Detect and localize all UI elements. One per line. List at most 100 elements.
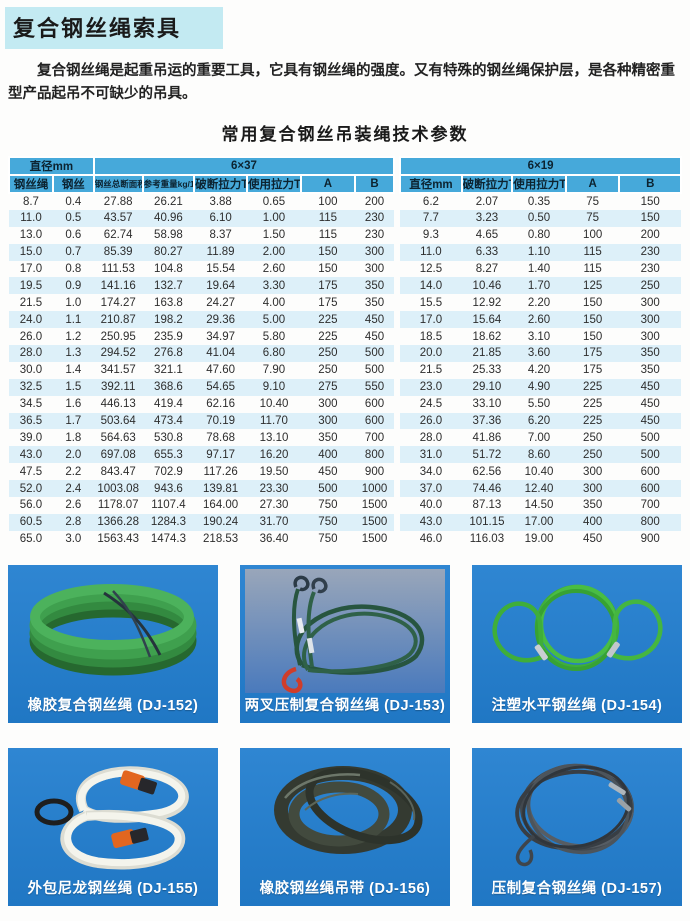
table-cell: 29.10 (472, 381, 502, 394)
table-cell: 198.2 (154, 313, 183, 326)
table-cell: 450 (640, 398, 660, 411)
table-cell: 62.56 (472, 465, 502, 478)
table-cell: 11.0 (20, 212, 42, 225)
table-cell: 200 (364, 195, 385, 208)
table-cell: 19.00 (524, 533, 554, 546)
table-row: 26.0 1.2 250.95 235.9 34.97 5.80 225 450 (9, 328, 394, 345)
table-cell: 15.54 (206, 262, 236, 275)
table-cell: 1.10 (527, 246, 551, 259)
product-caption: 压制复合钢丝绳 (DJ-157) (491, 881, 663, 897)
group-header-diameter: 直径mm (8, 155, 95, 176)
column-header: 钢丝总断面积mm² (92, 173, 144, 194)
table-cell: 190.24 (203, 516, 239, 529)
table-cell: 115 (318, 229, 338, 242)
table-cell: 230 (640, 246, 660, 259)
table-cell: 294.52 (100, 347, 136, 360)
table-cell: 1.7 (65, 414, 82, 427)
table-cell: 34.5 (19, 398, 43, 411)
table-cell: 1.4 (65, 364, 82, 377)
table-cell: 54.65 (206, 381, 236, 394)
column-header: 破断拉力T (193, 173, 249, 194)
table-cell: 12.92 (472, 296, 502, 309)
column-header: 钢丝 (51, 173, 95, 194)
nylon-covered-rope-photo (34, 766, 189, 870)
table-cell: 117.26 (203, 465, 238, 478)
table-cell: 2.20 (527, 296, 551, 309)
column-header: 使用拉力T (511, 173, 567, 194)
column-header: A (564, 173, 621, 194)
table-row: 31.0 51.72 8.60 250 500 (400, 446, 681, 464)
table-cell: 27.88 (103, 195, 133, 208)
table-cell: 0.4 (65, 195, 82, 208)
table-cell: 450 (364, 313, 385, 326)
table-row: 11.0 0.5 43.57 40.96 6.10 1.00 115 230 (9, 209, 395, 227)
table-cell: 87.13 (472, 499, 502, 512)
table-cell: 70.19 (206, 414, 236, 427)
table-cell: 15.5 (419, 296, 443, 309)
table-cell: 43.0 (419, 516, 443, 529)
table-cell: 500 (640, 431, 660, 444)
product-panel-dj153: 两叉压制复合钢丝绳 (DJ-153) (240, 565, 450, 723)
table-cell: 4.00 (262, 296, 286, 309)
table-cell: 0.65 (262, 195, 286, 208)
table-cell: 450 (364, 330, 385, 343)
table-cell: 14.0 (419, 279, 443, 292)
table-cell: 600 (364, 398, 385, 411)
table-cell: 150 (318, 262, 338, 275)
table-cell: 350 (640, 364, 660, 377)
table-row: 7.7 3.23 0.50 75 150 (400, 209, 681, 227)
product-panel-dj155: 外包尼龙钢丝绳 (DJ-155) (8, 748, 218, 906)
product-caption: 橡胶复合钢丝绳 (DJ-152) (27, 698, 199, 714)
table-cell: 175 (318, 279, 338, 292)
table-row: 40.0 87.13 14.50 350 700 (400, 497, 681, 514)
table-cell: 27.30 (259, 499, 289, 512)
table-cell: 0.6 (65, 229, 82, 242)
table-cell: 1563.43 (97, 533, 139, 546)
table-cell: 139.81 (203, 482, 239, 495)
table-cell: 800 (364, 448, 385, 461)
table-title: 常用复合钢丝吊装绳技术参数 (221, 124, 469, 144)
table-cell: 9.3 (422, 229, 439, 242)
table-cell: 16.20 (259, 448, 289, 461)
table-cell: 2.8 (65, 516, 82, 529)
spec-table-6x19: 6×19 直径mm 破断拉力T 使用拉力T A B 6.2 2.07 0.35 75 150 7.… (399, 155, 682, 548)
table-cell: 141.16 (100, 279, 136, 292)
table-cell: 0.8 (65, 262, 82, 275)
table-cell: 14.50 (524, 499, 554, 512)
table-cell: 10.46 (472, 279, 502, 292)
table-cell: 11.70 (260, 414, 288, 427)
table-cell: 450 (640, 414, 660, 427)
table-cell: 250 (640, 279, 660, 292)
table-cell: 1.0 (65, 296, 82, 309)
table-cell: 419.4 (154, 398, 183, 411)
table-cell: 2.4 (65, 482, 82, 495)
table-row: 12.5 8.27 1.40 115 230 (400, 261, 681, 278)
table-cell: 6.20 (527, 414, 551, 427)
table-cell: 300 (318, 414, 338, 427)
table-row: 15.5 12.92 2.20 150 300 (400, 294, 681, 311)
table-cell: 900 (640, 533, 660, 546)
table-cell: 19.64 (206, 279, 236, 292)
table-cell: 0.80 (527, 229, 551, 242)
table-cell: 115 (583, 262, 602, 275)
table-cell: 473.4 (154, 414, 183, 427)
table-cell: 2.60 (527, 313, 551, 326)
table-row: 6.2 2.07 0.35 75 150 (400, 193, 681, 210)
pressed-composite-rope-photo (515, 763, 634, 867)
table-cell: 500 (640, 448, 660, 461)
table-cell: 225 (583, 381, 603, 394)
table-cell: 17.0 (419, 313, 443, 326)
table-cell: 0.35 (527, 195, 551, 208)
table-cell: 28.0 (419, 431, 443, 444)
table-row: 21.5 25.33 4.20 175 350 (400, 362, 681, 379)
table-cell: 125 (583, 279, 603, 292)
table-cell: 34.97 (206, 330, 236, 343)
table-cell: 1.2 (65, 330, 82, 343)
table-cell: 4.65 (475, 229, 499, 242)
table-cell: 225 (318, 330, 338, 343)
table-cell: 450 (583, 533, 603, 546)
table-cell: 28.0 (19, 347, 43, 360)
table-cell: 2.2 (65, 465, 82, 478)
table-cell: 62.74 (103, 229, 133, 242)
table-cell: 8.37 (209, 229, 232, 242)
